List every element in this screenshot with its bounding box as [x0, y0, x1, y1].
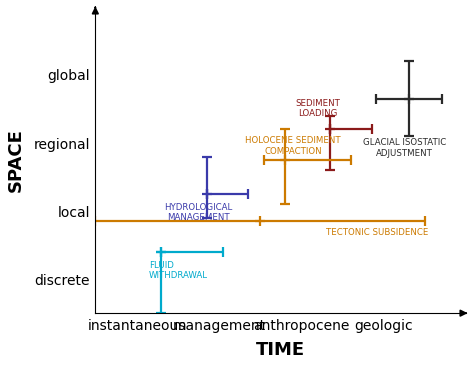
X-axis label: TIME: TIME — [256, 341, 305, 359]
Text: FLUID
WITHDRAWAL: FLUID WITHDRAWAL — [149, 261, 208, 280]
Text: SEDIMENT
LOADING: SEDIMENT LOADING — [295, 99, 340, 118]
Text: GLACIAL ISOSTATIC
ADJUSTMENT: GLACIAL ISOSTATIC ADJUSTMENT — [363, 138, 446, 158]
Y-axis label: SPACE: SPACE — [7, 128, 25, 192]
Text: HOLOCENE SEDIMENT
COMPACTION: HOLOCENE SEDIMENT COMPACTION — [246, 136, 341, 156]
Text: TECTONIC SUBSIDENCE: TECTONIC SUBSIDENCE — [326, 228, 428, 237]
Text: HYDROLOGICAL
MANAGEMENT: HYDROLOGICAL MANAGEMENT — [164, 203, 233, 222]
